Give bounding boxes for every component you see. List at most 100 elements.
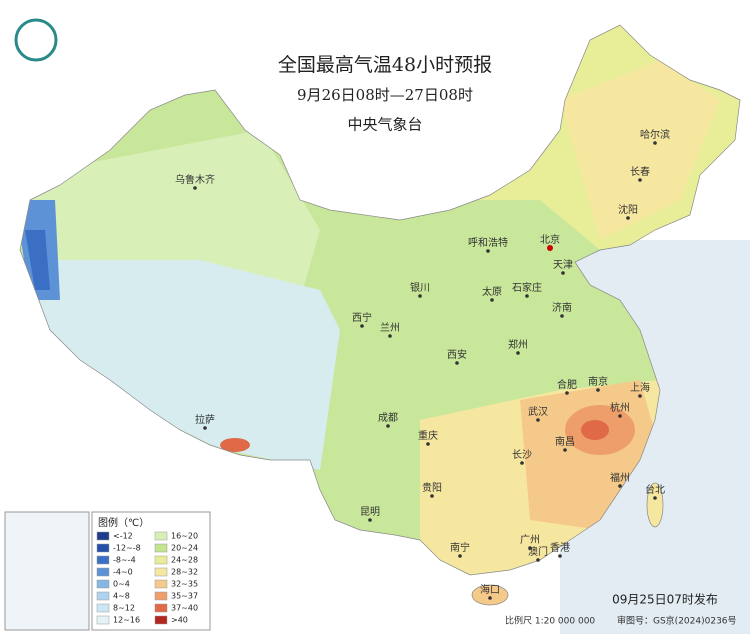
legend-label: 20~24 [171,544,198,553]
legend-swatch [96,531,110,541]
city-dot [490,298,494,302]
city-label: 贵阳 [422,481,442,494]
legend-label: 32~35 [171,580,198,589]
city-dot [418,294,422,298]
title: 全国最高气温48小时预报 [278,54,492,76]
city-label: 重庆 [418,429,438,442]
city-label: 福州 [610,471,630,484]
legend-swatch [154,603,168,613]
legend-swatch [96,579,110,589]
city-dot [430,494,434,498]
city-dot [516,351,520,355]
issued: 09月25日07时发布 [612,592,718,607]
city-label: 长沙 [512,449,532,461]
city-label: 银川 [410,281,430,294]
city-label: 西安 [447,348,467,361]
borders [19,24,741,576]
city-label: 南昌 [555,435,575,448]
city-label: 哈尔滨 [640,128,670,141]
legend-swatch [96,615,110,625]
city-dot [638,178,642,182]
legend-label: 35~37 [171,592,198,601]
legend-swatch [154,591,168,601]
legend-label: 37~40 [171,604,198,613]
legend-label: <-12 [113,532,133,541]
legend-swatch [154,531,168,541]
city-dot [596,388,600,392]
city-dot [653,141,657,145]
legend-label: -4~0 [113,568,133,577]
city-label: 成都 [378,412,398,424]
city-dot [536,558,540,562]
city-label: 台北 [645,483,665,496]
city-label: 沈阳 [618,203,638,216]
city-label: 拉萨 [195,413,215,426]
taiwan [646,482,664,528]
city-dot [426,442,430,446]
city-dot [561,271,565,275]
city-dot [455,361,459,365]
city-label: 乌鲁木齐 [175,173,215,186]
city-dot [653,496,657,500]
city-dot [638,394,642,398]
legend-swatch [154,579,168,589]
city-dot [618,414,622,418]
legend-label: 16~20 [171,532,198,541]
legend-swatch [154,567,168,577]
city-dot [488,596,492,600]
legend-label: >40 [171,616,188,625]
city-dot [386,424,390,428]
city-label: 呼和浩特 [468,237,508,249]
city-label: 北京 [540,233,560,246]
city-label: 昆明 [360,506,380,518]
city-dot [193,186,197,190]
city-label: 广州 [520,534,540,546]
city-dot [558,554,562,558]
city-label: 长春 [630,166,650,178]
city-dot [486,249,490,253]
city-dot [388,334,392,338]
city-label: 合肥 [557,378,577,391]
city-label: 西宁 [352,311,372,324]
city-label: 澳门 [528,545,548,558]
city-label: 兰州 [380,321,400,334]
hainan [471,584,509,606]
city-dot [525,294,529,298]
city-label: 杭州 [610,401,630,414]
logo [14,18,58,62]
legend-swatch [96,543,110,553]
approval: 审图号：GS京(2024)0236号 [617,615,737,627]
city-dot [618,484,622,488]
city-dot [520,461,524,465]
legend-swatch [154,615,168,625]
city-label: 郑州 [508,338,528,351]
city-dot [368,518,372,522]
subtitle: 9月26日08时—27日08时 [297,86,473,104]
inset-map [4,511,90,631]
city-label: 上海 [630,381,650,394]
scale: 比例尺 1:20 000 000 [505,615,595,627]
city-dot [626,216,630,220]
legend-label: 8~12 [113,604,135,613]
legend-swatch [96,555,110,565]
legend-swatch [154,543,168,553]
city-dot [563,448,567,452]
legend-title: 图例（℃） [98,516,149,529]
city-label: 南京 [588,375,608,388]
legend-swatch [96,591,110,601]
agency: 中央气象台 [347,116,422,134]
legend-swatch [154,555,168,565]
legend-label: 12~16 [113,616,140,625]
city-dot [565,391,569,395]
legend-label: 28~32 [171,568,198,577]
city-dot [360,324,364,328]
legend-label: 4~8 [113,592,130,601]
city-dot [458,554,462,558]
city-label: 南宁 [450,541,470,554]
city-dot [528,546,532,550]
city-label: 香港 [550,542,570,554]
city-label: 石家庄 [512,281,542,294]
city-label: 武汉 [528,405,548,418]
legend-label: -8~-4 [113,556,136,565]
city-label: 海口 [480,583,500,596]
